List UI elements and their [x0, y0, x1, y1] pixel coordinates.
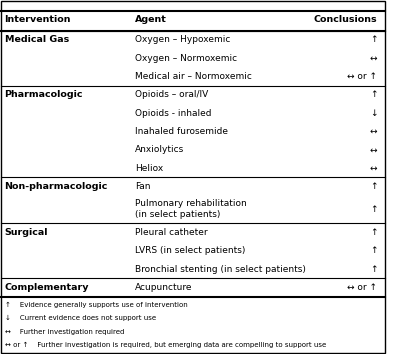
Text: Non-pharmacologic: Non-pharmacologic	[4, 182, 108, 191]
Text: Anxiolytics: Anxiolytics	[135, 145, 184, 154]
Text: Conclusions: Conclusions	[314, 16, 377, 24]
Text: ↓    Current evidence does not support use: ↓ Current evidence does not support use	[4, 315, 156, 321]
Text: ↑: ↑	[370, 182, 377, 191]
Text: ↔: ↔	[370, 164, 377, 173]
Text: ↔    Further investigation required: ↔ Further investigation required	[4, 329, 124, 335]
Text: (in select patients): (in select patients)	[135, 210, 220, 219]
Text: Pulmonary rehabilitation: Pulmonary rehabilitation	[135, 199, 247, 207]
Text: ↔ or ↑    Further investigation is required, but emerging data are compelling to: ↔ or ↑ Further investigation is required…	[4, 342, 326, 348]
Text: Pharmacologic: Pharmacologic	[4, 90, 83, 99]
Text: Medical Gas: Medical Gas	[4, 35, 69, 44]
Text: Fan: Fan	[135, 182, 151, 191]
Text: ↔ or ↑: ↔ or ↑	[347, 283, 377, 292]
Text: Opioids - inhaled: Opioids - inhaled	[135, 109, 212, 118]
Text: Pleural catheter: Pleural catheter	[135, 228, 208, 237]
Text: Medical air – Normoxemic: Medical air – Normoxemic	[135, 72, 252, 81]
Text: ↓: ↓	[370, 109, 377, 118]
Text: Heliox: Heliox	[135, 164, 164, 173]
Text: Oxygen – Hypoxemic: Oxygen – Hypoxemic	[135, 35, 230, 44]
Text: ↑: ↑	[370, 90, 377, 99]
Text: ↔: ↔	[370, 127, 377, 136]
Text: Intervention: Intervention	[4, 16, 71, 24]
Text: ↑: ↑	[370, 35, 377, 44]
Text: Surgical: Surgical	[4, 228, 48, 237]
Text: Bronchial stenting (in select patients): Bronchial stenting (in select patients)	[135, 264, 306, 274]
Text: Complementary: Complementary	[4, 283, 89, 292]
Text: LVRS (in select patients): LVRS (in select patients)	[135, 246, 246, 255]
Text: ↑    Evidence generally supports use of intervention: ↑ Evidence generally supports use of int…	[4, 302, 187, 308]
Text: Inahaled furosemide: Inahaled furosemide	[135, 127, 228, 136]
Text: ↑: ↑	[370, 228, 377, 237]
Text: Oxygen – Normoxemic: Oxygen – Normoxemic	[135, 54, 237, 63]
Text: Agent: Agent	[135, 16, 167, 24]
Text: ↔: ↔	[370, 145, 377, 154]
Text: Acupuncture: Acupuncture	[135, 283, 193, 292]
Text: ↑: ↑	[370, 264, 377, 274]
Text: ↔: ↔	[370, 54, 377, 63]
Text: ↑: ↑	[370, 246, 377, 255]
Text: Opioids – oral/IV: Opioids – oral/IV	[135, 90, 208, 99]
Text: ↔ or ↑: ↔ or ↑	[347, 72, 377, 81]
Text: ↑: ↑	[370, 205, 377, 214]
